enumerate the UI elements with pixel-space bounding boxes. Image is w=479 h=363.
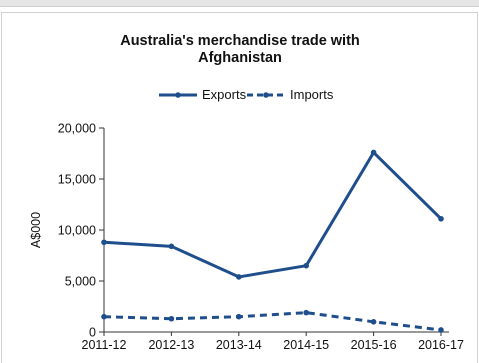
chart-title-line-1: Australia's merchandise trade with — [120, 33, 360, 49]
y-tick-label: 15,000 — [58, 173, 96, 187]
y-tick-label: 10,000 — [58, 224, 96, 238]
data-point-imports — [236, 313, 242, 320]
data-point-imports — [101, 313, 107, 320]
chart-title-line-2: Afghanistan — [198, 50, 282, 66]
top-rule — [0, 0, 479, 7]
legend-swatch-exports — [159, 92, 197, 98]
x-tick-label: 2016-17 — [418, 338, 464, 352]
data-point-imports — [438, 327, 444, 333]
y-tick-label: 5,000 — [65, 275, 96, 289]
data-point-imports — [370, 319, 377, 325]
data-point-exports — [438, 215, 444, 222]
data-point-exports — [168, 243, 175, 250]
data-point-imports — [303, 309, 310, 316]
series-line-imports — [103, 311, 442, 332]
data-point-exports — [236, 274, 242, 280]
data-point-exports — [303, 262, 310, 269]
x-tick-label: 2015-16 — [351, 338, 397, 352]
legend-label-exports: Exports — [202, 87, 247, 102]
x-tick-label: 2014-15 — [283, 338, 329, 352]
y-tick-label: 0 — [89, 326, 96, 340]
legend-label-imports: Imports — [290, 87, 334, 102]
y-axis-title: A$000 — [29, 212, 43, 248]
chart-title: Australia's merchandise trade with Afgha… — [90, 33, 390, 67]
chart-panel — [1, 12, 478, 363]
series-line-exports — [103, 150, 443, 279]
data-point-imports — [168, 315, 175, 322]
x-tick-label: 2013-14 — [216, 338, 262, 352]
data-point-exports — [370, 149, 377, 156]
y-tick-label: 20,000 — [58, 122, 96, 136]
x-tick-label: 2012-13 — [148, 338, 194, 352]
legend-swatch-imports — [247, 92, 285, 98]
data-point-exports — [101, 239, 107, 246]
x-tick-label: 2011-12 — [82, 338, 127, 352]
legend: Exports Imports — [0, 86, 479, 104]
